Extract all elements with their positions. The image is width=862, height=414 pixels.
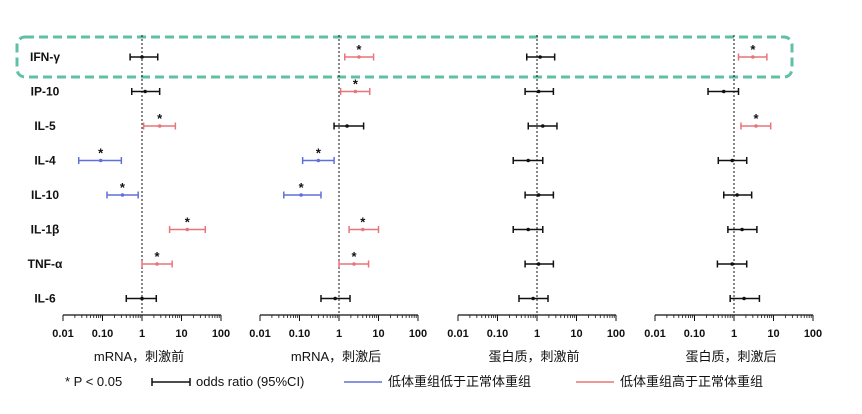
- odds-ratio-point: [721, 89, 726, 94]
- legend-lower-label: 低体重组低于正常体重组: [388, 374, 531, 389]
- odds-ratio-point: [353, 89, 358, 94]
- x-tick-label: 100: [607, 328, 625, 340]
- legend-significance-label: * P < 0.05: [65, 374, 122, 389]
- odds-ratio-point: [730, 262, 734, 266]
- forest-panel: 0.01 0.10 1 10 100 mRNA，刺激前 * * * * *: [52, 35, 230, 364]
- legend-ci-label: odds ratio (95%CI): [196, 374, 304, 389]
- odds-ratio-point: [316, 158, 321, 163]
- x-tick-label: 0.10: [684, 328, 705, 340]
- significance-mark: *: [753, 111, 759, 126]
- odds-ratio-point: [143, 89, 147, 94]
- row-label: IFN-γ: [30, 50, 60, 64]
- odds-ratio-point: [526, 158, 531, 163]
- odds-ratio-point: [157, 124, 162, 128]
- x-tick-label: 100: [212, 328, 230, 340]
- panel-title: mRNA，刺激后: [291, 349, 381, 364]
- significance-mark: *: [750, 42, 756, 57]
- odds-ratio-point: [526, 227, 531, 232]
- significance-mark: *: [185, 215, 191, 230]
- row-label: IL-4: [34, 154, 56, 168]
- significance-mark: *: [98, 146, 104, 161]
- x-tick-label: 10: [570, 328, 582, 340]
- odds-ratio-point: [538, 55, 542, 59]
- odds-ratio-point: [730, 158, 734, 163]
- x-tick-label: 100: [409, 328, 427, 340]
- legend-higher-label: 低体重组高于正常体重组: [620, 374, 763, 389]
- odds-ratio-point: [185, 227, 190, 232]
- row-label: IL-6: [34, 292, 56, 306]
- forest-panel: 0.01 0.10 1 10 100 蛋白质，刺激前: [447, 35, 625, 364]
- forest-panel: 0.01 0.10 1 10 100 蛋白质，刺激后 * *: [644, 35, 822, 364]
- odds-ratio-point: [352, 262, 356, 266]
- odds-ratio-point: [536, 193, 541, 197]
- x-tick-label: 0.01: [249, 328, 270, 340]
- significance-mark: *: [157, 111, 163, 126]
- odds-ratio-point: [140, 296, 144, 301]
- x-tick-label: 1: [336, 328, 342, 340]
- odds-ratio-point: [357, 55, 361, 59]
- row-label: IL-5: [34, 119, 56, 133]
- x-tick-label: 10: [372, 328, 384, 340]
- odds-ratio-point: [140, 55, 144, 59]
- x-tick-label: 0.01: [644, 328, 665, 340]
- odds-ratio-point: [98, 158, 103, 163]
- odds-ratio-point: [120, 193, 125, 197]
- highlight-box: [15, 35, 794, 79]
- odds-ratio-point: [742, 296, 746, 301]
- x-tick-label: 1: [139, 328, 145, 340]
- significance-mark: *: [353, 77, 359, 92]
- odds-ratio-point: [751, 55, 755, 59]
- significance-mark: *: [120, 180, 126, 195]
- row-label: IL-1β: [31, 223, 60, 237]
- odds-ratio-point: [299, 193, 303, 197]
- x-tick-label: 0.01: [52, 328, 73, 340]
- significance-mark: *: [356, 42, 362, 57]
- significance-mark: *: [360, 215, 366, 230]
- odds-ratio-point: [531, 296, 535, 301]
- x-tick-label: 0.10: [289, 328, 310, 340]
- panel-title: 蛋白质，刺激后: [685, 349, 776, 364]
- row-label: IL-10: [31, 188, 59, 202]
- odds-ratio-point: [536, 89, 541, 94]
- x-tick-label: 1: [731, 328, 737, 340]
- odds-ratio-point: [536, 262, 541, 266]
- x-tick-label: 1: [534, 328, 540, 340]
- odds-ratio-point: [345, 124, 349, 128]
- significance-mark: *: [316, 146, 322, 161]
- panel-title: mRNA，刺激前: [94, 349, 184, 364]
- odds-ratio-point: [740, 227, 744, 232]
- x-tick-label: 10: [175, 328, 187, 340]
- x-tick-label: 0.01: [447, 328, 468, 340]
- row-label: IP-10: [31, 85, 60, 99]
- x-tick-label: 0.10: [487, 328, 508, 340]
- row-label: TNF-α: [28, 257, 63, 271]
- forest-panel: 0.01 0.10 1 10 100 mRNA，刺激后 * * * * * *: [249, 35, 427, 364]
- significance-mark: *: [351, 249, 357, 264]
- odds-ratio-point: [360, 227, 365, 232]
- significance-mark: *: [299, 180, 305, 195]
- x-tick-label: 0.10: [92, 328, 113, 340]
- odds-ratio-point: [754, 124, 758, 128]
- odds-ratio-point: [540, 124, 545, 128]
- odds-ratio-point: [735, 193, 739, 197]
- significance-mark: *: [154, 249, 160, 264]
- x-tick-label: 100: [804, 328, 822, 340]
- panel-title: 蛋白质，刺激前: [488, 349, 579, 364]
- odds-ratio-point: [155, 262, 159, 266]
- x-tick-label: 10: [767, 328, 779, 340]
- odds-ratio-point: [333, 296, 337, 301]
